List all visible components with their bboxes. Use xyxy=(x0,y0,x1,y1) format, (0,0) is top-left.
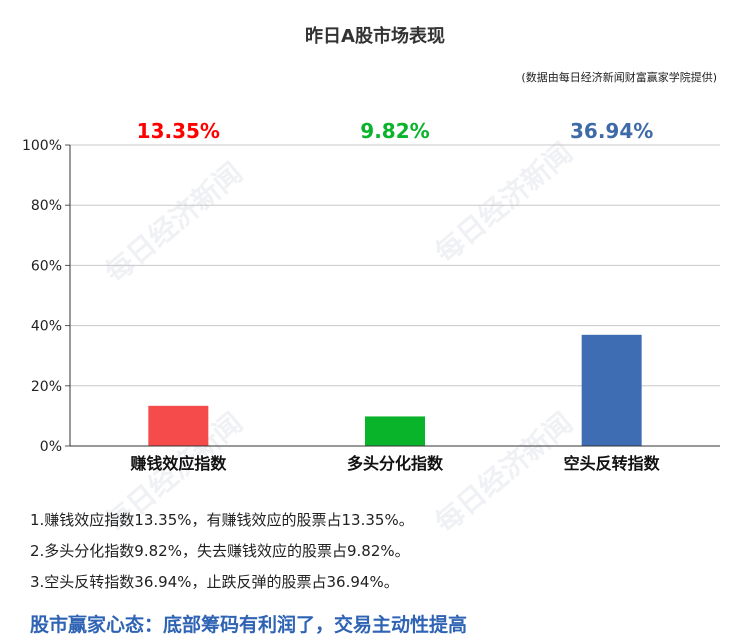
x-category-label: 多头分化指数 xyxy=(347,454,444,473)
x-category-label: 赚钱效应指数 xyxy=(129,454,227,473)
notes: 1.赚钱效应指数13.35%，有赚钱效应的股票占13.35%。 2.多头分化指数… xyxy=(30,505,730,598)
chart-title: 昨日A股市场表现 xyxy=(305,25,445,47)
bar xyxy=(148,405,209,446)
value-labels: 13.35% 9.82% 36.94% xyxy=(137,119,654,143)
watermark-text: 每日经济新闻 xyxy=(99,156,249,289)
note-line-1: 1.赚钱效应指数13.35%，有赚钱效应的股票占13.35%。 xyxy=(30,511,414,529)
bar-value-label: 9.82% xyxy=(360,119,429,143)
watermark-text: 每日经济新闻 xyxy=(429,136,579,269)
y-tick-label: 60% xyxy=(31,258,62,274)
headline: 股市赢家心态：底部筹码有利润了，交易主动性提高 xyxy=(30,614,468,636)
y-tick-label: 80% xyxy=(31,198,62,214)
x-category-label: 空头反转指数 xyxy=(564,454,661,473)
y-tick-label: 20% xyxy=(31,379,62,395)
y-axis: 0% 20% 40% 60% 80% 100% xyxy=(22,138,71,455)
y-tick-label: 100% xyxy=(22,138,62,154)
bar-value-label: 36.94% xyxy=(570,119,653,143)
y-tick-label: 40% xyxy=(31,319,62,335)
y-tick-label: 0% xyxy=(40,439,62,455)
bars xyxy=(148,334,642,446)
note-line-2: 2.多头分化指数9.82%，失去赚钱效应的股票占9.82%。 xyxy=(30,542,410,560)
x-axis: 赚钱效应指数 多头分化指数 空头反转指数 xyxy=(70,445,720,473)
chart-subtitle: (数据由每日经济新闻财富赢家学院提供) xyxy=(521,70,717,84)
bar-value-label: 13.35% xyxy=(137,119,220,143)
note-line-3: 3.空头反转指数36.94%，止跌反弹的股票占36.94%。 xyxy=(30,573,399,591)
bar xyxy=(365,416,425,446)
bar xyxy=(581,334,642,446)
